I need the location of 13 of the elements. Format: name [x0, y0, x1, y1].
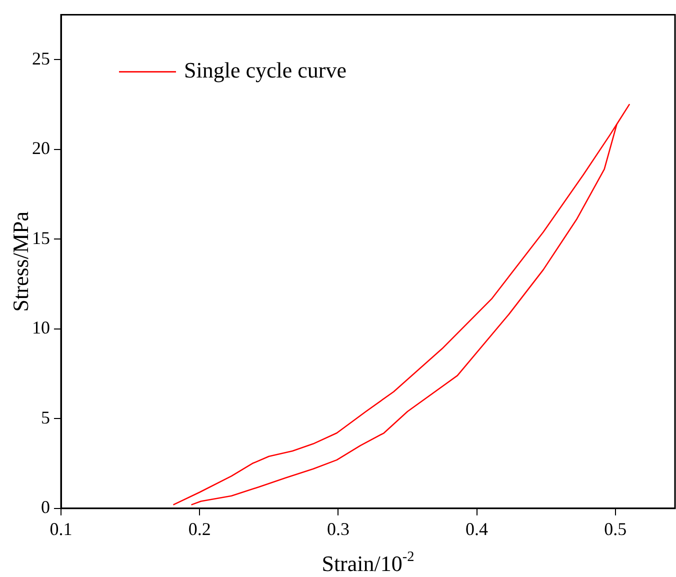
x-tick-label: 0.5	[604, 518, 627, 539]
y-tick-label: 25	[32, 48, 50, 68]
legend-label: Single cycle curve	[184, 58, 346, 83]
y-axis-title: Stress/MPa	[8, 211, 33, 312]
x-tick-label: 0.3	[326, 518, 350, 539]
y-tick-label: 15	[32, 228, 50, 248]
y-tick-label: 10	[32, 318, 50, 338]
y-tick-label: 0	[41, 497, 50, 518]
x-tick-label: 0.1	[50, 518, 72, 539]
y-tick-label: 20	[32, 138, 50, 158]
x-tick-label: 0.4	[466, 518, 488, 539]
y-tick-label: 5	[41, 407, 50, 428]
x-tick-label: 0.2	[188, 518, 211, 539]
